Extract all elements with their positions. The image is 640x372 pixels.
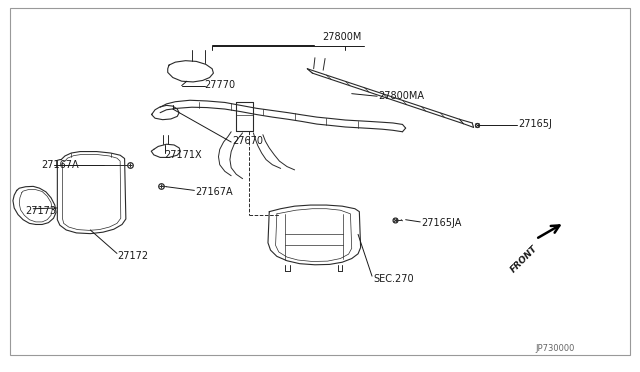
Text: SEC.270: SEC.270: [373, 274, 414, 284]
Text: 27165JA: 27165JA: [422, 218, 462, 228]
Text: JP730000: JP730000: [535, 344, 575, 353]
Text: 27171X: 27171X: [164, 150, 202, 160]
Text: 27167A: 27167A: [196, 187, 233, 197]
Text: FRONT: FRONT: [509, 244, 540, 275]
Text: 27165J: 27165J: [518, 119, 552, 129]
Text: 27172: 27172: [117, 251, 148, 262]
Text: 27770: 27770: [205, 80, 236, 90]
Text: 27167A: 27167A: [41, 160, 79, 170]
Text: 27800M: 27800M: [323, 32, 362, 42]
Text: 27670: 27670: [232, 136, 264, 146]
Text: 27800MA: 27800MA: [378, 91, 424, 101]
Text: 27173: 27173: [26, 206, 56, 216]
